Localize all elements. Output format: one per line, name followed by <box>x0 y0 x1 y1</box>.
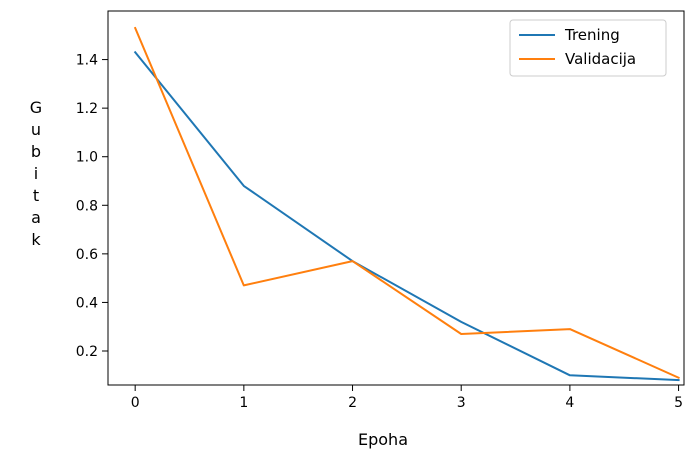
y-axis-label-char: i <box>34 164 38 183</box>
y-tick-label: 1.0 <box>76 150 98 166</box>
plot-area: 0 1 2 3 4 5 0.2 0.4 0.6 0.8 1.0 1.2 1.4 <box>76 10 685 411</box>
y-tick-label: 0.6 <box>76 247 98 263</box>
series-line-validacija <box>133 26 680 380</box>
y-tick-label: 0.2 <box>76 344 98 360</box>
data-point-validacija-2 <box>352 260 354 262</box>
y-axis-label-char: k <box>31 230 41 249</box>
data-point-validacija-1 <box>243 284 245 286</box>
plot-frame <box>107 10 685 386</box>
x-axis-ticks: 0 1 2 3 4 5 <box>131 385 683 411</box>
data-point-trening-0 <box>134 51 136 53</box>
y-axis-label-char: G <box>30 98 42 117</box>
data-point-validacija-0 <box>134 27 136 29</box>
legend-label-trening: Trening <box>564 26 620 44</box>
series-layer <box>133 26 680 382</box>
y-tick-label: 0.4 <box>76 295 98 311</box>
legend-label-validacija: Validacija <box>565 50 636 68</box>
x-tick-label: 0 <box>131 395 140 411</box>
y-axis-label-char: t <box>33 186 39 205</box>
y-axis-label-char: u <box>31 120 41 139</box>
data-point-validacija-5 <box>678 377 680 379</box>
data-point-trening-5 <box>678 379 680 381</box>
x-tick-label: 3 <box>457 395 466 411</box>
legend: Trening Validacija <box>509 19 667 77</box>
y-axis-label-char: b <box>31 142 41 161</box>
series-line-trening <box>133 50 680 382</box>
x-tick-label: 5 <box>674 395 683 411</box>
data-point-trening-4 <box>569 374 571 376</box>
x-tick-label: 4 <box>565 395 574 411</box>
y-axis-label-char: a <box>31 208 41 227</box>
data-point-trening-3 <box>460 321 462 323</box>
y-tick-label: 0.8 <box>76 198 98 214</box>
x-tick-label: 1 <box>239 395 248 411</box>
x-axis-label: Epoha <box>358 430 408 449</box>
data-point-trening-1 <box>243 185 245 187</box>
y-tick-label: 1.2 <box>76 101 98 117</box>
y-axis-ticks: 0.2 0.4 0.6 0.8 1.0 1.2 1.4 <box>76 53 108 360</box>
data-point-validacija-3 <box>460 333 462 335</box>
x-tick-label: 2 <box>348 395 357 411</box>
y-tick-label: 1.4 <box>76 53 98 69</box>
data-point-validacija-4 <box>569 328 571 330</box>
